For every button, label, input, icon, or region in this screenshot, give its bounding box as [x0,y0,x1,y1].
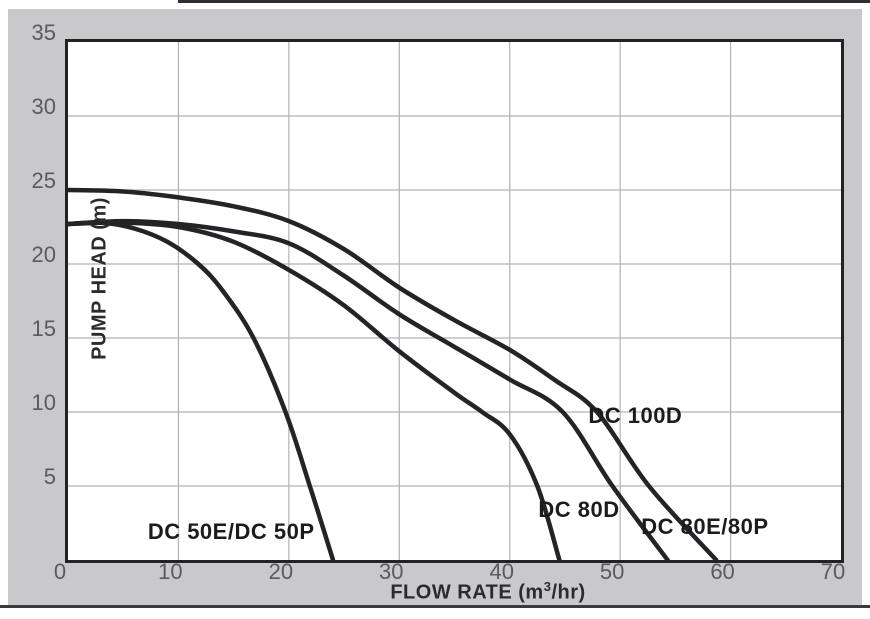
bottom-rule [0,605,870,608]
curve-label-dc-80e-80p: DC 80E/80P [641,514,769,540]
x-axis-title: FLOW RATE (m3/hr) [338,579,638,605]
y-tick-label-25: 25 [31,168,56,193]
x-tick-label-10: 10 [158,559,183,584]
top-rule [178,0,870,3]
plot-area [65,39,844,563]
x-axis-title-pre: FLOW RATE (m [390,581,544,604]
y-tick-label-15: 15 [31,316,56,341]
y-tick-label-30: 30 [31,94,56,119]
curve-label-dc-80d: DC 80D [538,496,620,522]
curve-label-dc-50e-dc-50p: DC 50E/DC 50P [147,518,315,544]
curve-dc-100d [68,187,719,560]
y-tick-label-35: 35 [31,20,56,45]
curve-dc-80e-80p [68,218,670,560]
x-axis-title-sup: 3 [543,579,552,594]
y-tick-label-5: 5 [43,464,56,489]
x-tick-label-50: 50 [599,559,625,584]
chart-panel: PUMP HEAD (m) FLOW RATE (m3/hr) 5 10 15 20 2… [8,9,862,605]
x-tick-label-70: 70 [820,559,846,584]
y-axis-title: PUMP HEAD (m) [88,197,111,360]
x-tick-label-40: 40 [489,559,514,584]
curve-label-dc-100d: DC 100D [588,403,683,429]
x-axis-title-post: /hr) [551,581,586,604]
x-tick-label-20: 20 [268,559,294,584]
curve-dc-50e-dc-50p [68,220,336,560]
x-tick-label-0: 0 [53,559,67,584]
curve-dc-80d [68,220,562,560]
chart-canvas [68,42,841,560]
y-tick-label-10: 10 [31,390,56,415]
x-tick-label-30: 30 [379,559,404,584]
y-tick-label-20: 20 [31,242,56,267]
x-tick-label-60: 60 [710,559,735,584]
